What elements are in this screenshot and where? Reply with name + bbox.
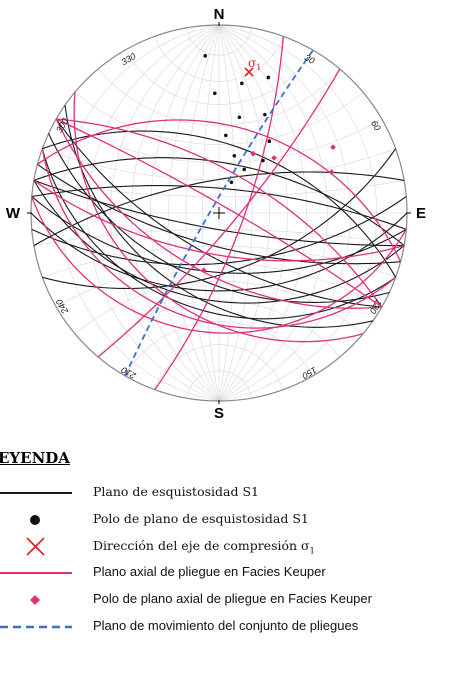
axial-pole-diamond	[201, 267, 207, 273]
schistosity-pole-dot	[224, 134, 228, 138]
schistosity-pole-dot	[267, 76, 271, 80]
red-cross-icon	[0, 534, 80, 560]
pink-line-icon	[0, 560, 80, 586]
south-label: S	[214, 405, 224, 422]
north-label: N	[214, 6, 225, 23]
azimuth-label: 120	[368, 297, 384, 315]
schistosity-pole-dot	[203, 54, 207, 58]
pink-diamond-icon	[0, 587, 80, 613]
schistosity-pole-dot	[263, 113, 267, 117]
azimuth-label: 330	[119, 51, 137, 67]
legend-label: Plano de movimiento del conjunto de plie…	[93, 618, 358, 633]
axial-plane-poles	[201, 144, 336, 273]
legend-title: EYENDA	[0, 449, 70, 467]
axial-pole-diamond	[329, 169, 335, 175]
sigma1-label: σ1	[248, 56, 261, 72]
schistosity-pole-dot	[230, 180, 234, 184]
axial-pole-diamond	[271, 155, 277, 161]
schistosity-pole-dot	[233, 154, 237, 158]
black-line-icon	[0, 480, 80, 506]
center-cross	[213, 207, 225, 219]
east-label: E	[416, 205, 426, 222]
schistosity-pole-dot	[238, 115, 242, 119]
legend-item-movement-plane: Plano de movimiento del conjunto de plie…	[0, 614, 469, 640]
legend-item-axial-pole: Polo de plano axial de pliegue en Facies…	[0, 587, 469, 613]
azimuth-label: 150	[300, 365, 318, 381]
schistosity-pole-dot	[261, 159, 265, 163]
legend-item-schistosity-plane: Plano de esquistosidad S1	[0, 480, 469, 506]
blue-dashed-line-icon	[0, 614, 80, 640]
legend-label: Polo de plano de esquistosidad S1	[93, 511, 309, 526]
legend-label: Plano de esquistosidad S1	[93, 484, 259, 499]
legend-label: Dirección del eje de compresión σ1	[93, 538, 315, 556]
legend-item-schistosity-pole: Polo de plano de esquistosidad S1	[0, 507, 469, 533]
schistosity-pole-dot	[240, 82, 244, 86]
azimuth-label: 60	[369, 119, 383, 133]
black-dot-icon	[0, 507, 80, 533]
schistosity-pole-dot	[267, 139, 271, 143]
axial-pole-diamond	[330, 144, 336, 150]
schistosity-pole-dot	[213, 92, 217, 96]
legend-label: Polo de plano axial de pliegue en Facies…	[93, 591, 372, 606]
legend-item-axial-plane: Plano axial de pliegue en Facies Keuper	[0, 560, 469, 586]
legend-item-sigma1: Dirección del eje de compresión σ1	[0, 534, 469, 560]
azimuth-label: 210	[119, 365, 138, 382]
schistosity-pole-dot	[242, 168, 246, 172]
west-label: W	[6, 205, 21, 222]
legend-label: Plano axial de pliegue en Facies Keuper	[93, 564, 326, 579]
